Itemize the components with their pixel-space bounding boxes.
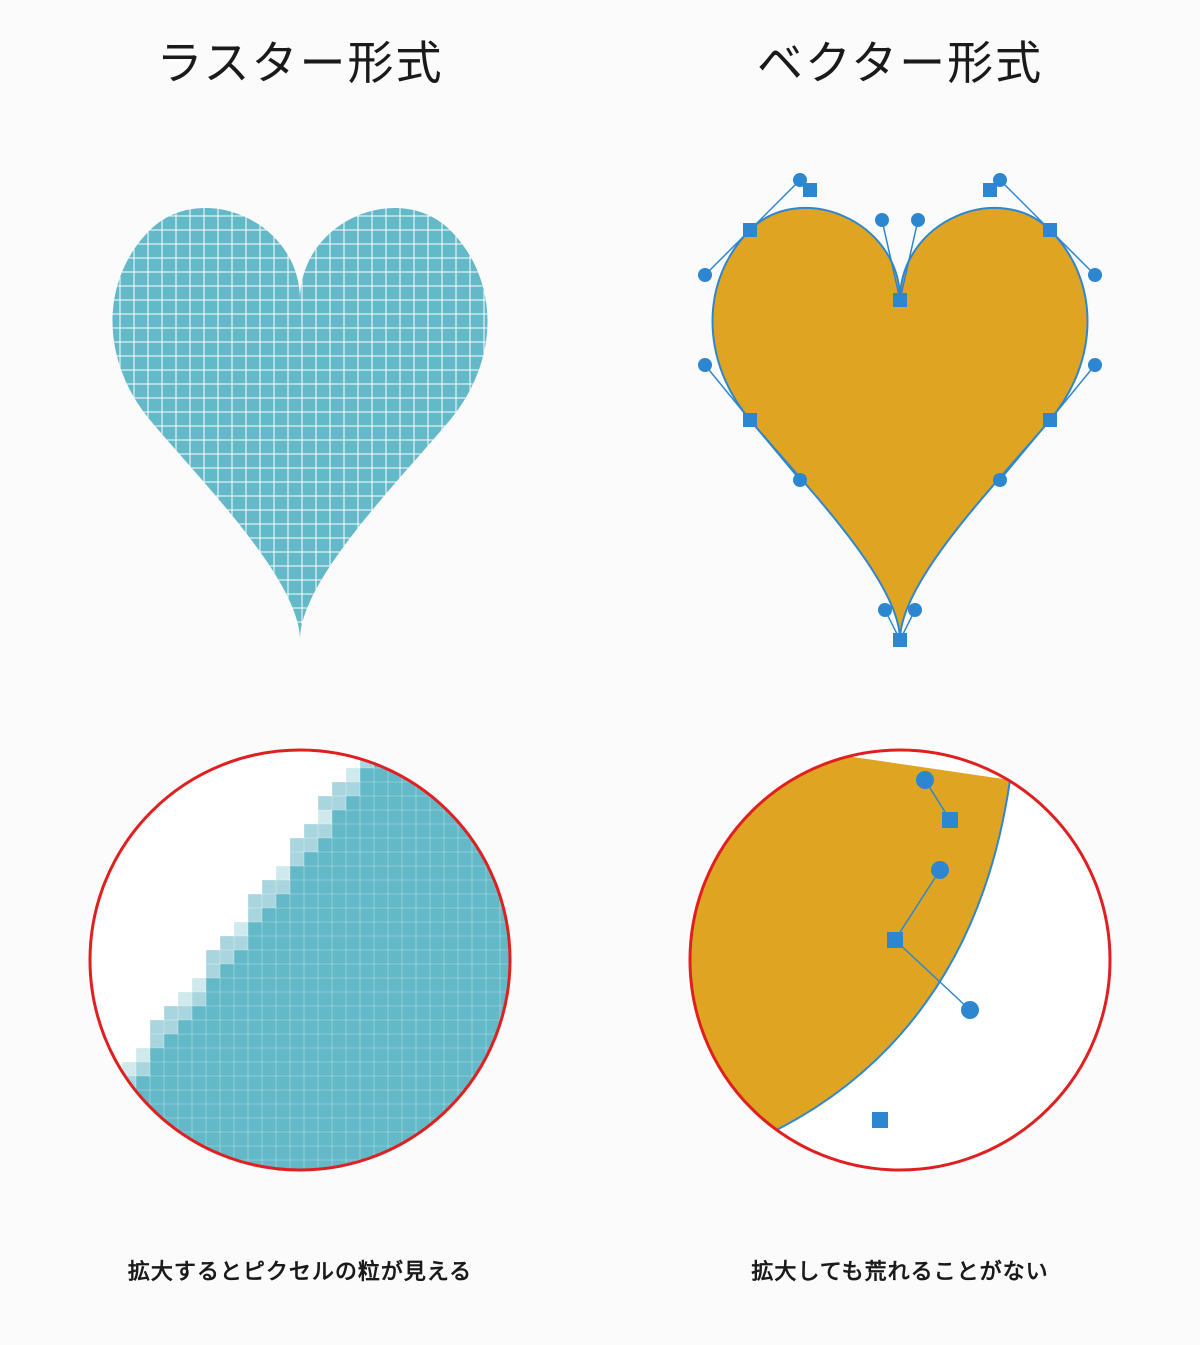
vector-title: ベクター形式 (757, 27, 1043, 93)
raster-title: ラスター形式 (156, 27, 443, 93)
raster-zoom (80, 740, 520, 1180)
vector-zoom (680, 740, 1120, 1180)
raster-caption: 拡大するとピクセルの粒が見える (128, 1254, 472, 1286)
vector-caption: 拡大しても荒れることがない (751, 1254, 1048, 1286)
vector-heart (650, 160, 1150, 660)
raster-heart (50, 160, 550, 660)
